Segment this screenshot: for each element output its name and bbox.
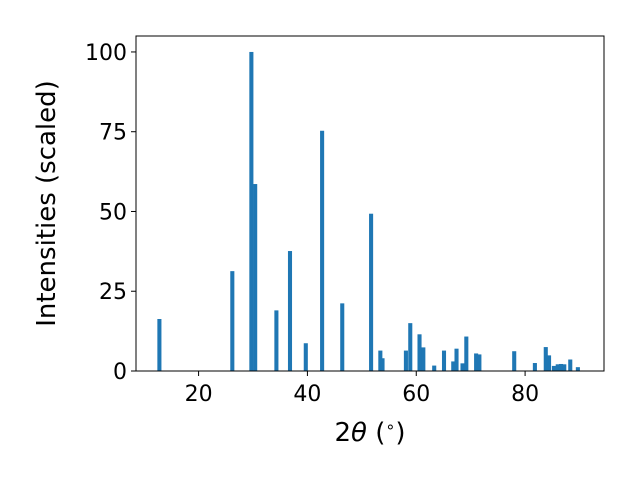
bar bbox=[369, 213, 374, 371]
bar bbox=[287, 251, 293, 371]
x-tick-label: 60 bbox=[402, 382, 430, 407]
y-tick-label: 75 bbox=[99, 121, 127, 146]
bar bbox=[253, 184, 258, 371]
y-tick-label: 25 bbox=[99, 280, 127, 305]
y-axis: 0 25 50 75 100 bbox=[85, 41, 136, 385]
bar bbox=[340, 303, 345, 371]
bar bbox=[421, 347, 426, 371]
bar bbox=[474, 353, 479, 371]
bar bbox=[157, 319, 162, 371]
bar bbox=[460, 363, 465, 371]
x-axis-label-open: ( bbox=[367, 418, 385, 448]
plot-frame bbox=[135, 35, 605, 372]
bar bbox=[403, 350, 408, 371]
bar bbox=[575, 367, 580, 371]
bar bbox=[320, 130, 325, 371]
x-axis-label-degree: ∘ bbox=[385, 417, 395, 436]
bar bbox=[441, 350, 447, 371]
y-axis-label: Intensities (scaled) bbox=[32, 80, 62, 327]
bar bbox=[380, 358, 385, 371]
bar bbox=[555, 364, 560, 371]
bar bbox=[378, 350, 383, 371]
x-tick-label: 40 bbox=[293, 382, 321, 407]
bar bbox=[558, 363, 564, 371]
bar bbox=[454, 348, 459, 371]
bar bbox=[543, 347, 548, 371]
bar bbox=[230, 271, 235, 371]
bars bbox=[157, 51, 580, 371]
y-tick-label: 100 bbox=[85, 41, 127, 66]
bar bbox=[432, 365, 437, 371]
bar bbox=[274, 310, 279, 371]
bar bbox=[547, 355, 552, 371]
x-axis-label: 2θ (∘) bbox=[334, 417, 405, 448]
x-axis: 20 40 60 80 bbox=[185, 371, 539, 407]
x-axis-label-theta: θ bbox=[351, 418, 367, 448]
bar bbox=[512, 351, 517, 371]
bar bbox=[408, 323, 413, 371]
bar bbox=[551, 365, 556, 371]
x-tick-label: 20 bbox=[185, 382, 213, 407]
bar bbox=[451, 361, 456, 371]
x-tick-label: 80 bbox=[511, 382, 539, 407]
y-tick-label: 50 bbox=[99, 200, 127, 225]
bar bbox=[562, 364, 567, 371]
bar bbox=[532, 363, 537, 371]
bar bbox=[303, 343, 308, 371]
x-axis-label-prefix: 2 bbox=[334, 418, 351, 448]
bar bbox=[568, 359, 573, 371]
x-axis-label-close: ) bbox=[395, 418, 405, 448]
y-tick-label: 0 bbox=[113, 360, 127, 385]
bar bbox=[464, 336, 469, 371]
bar bbox=[477, 354, 482, 371]
bar bbox=[249, 51, 254, 371]
bar bbox=[417, 334, 422, 371]
